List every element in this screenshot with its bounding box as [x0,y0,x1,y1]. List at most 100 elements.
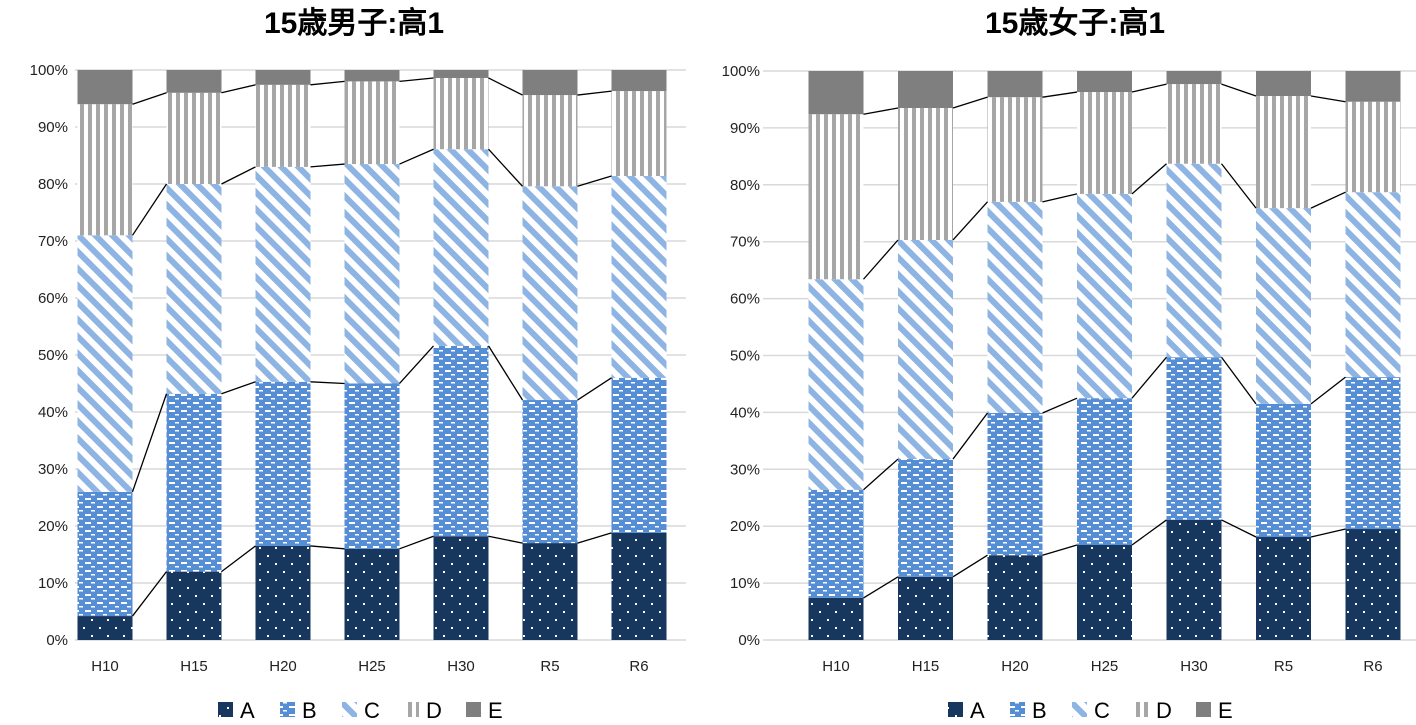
legend-label: C [1094,698,1110,720]
chart-boys: 15歳男子:高1 0% 10% 20% 30% 40% 50% 60% 70% 80% 90% 10… [30,7,686,723]
bar-segment-A-H25 [1077,544,1132,640]
y-tick-label: 80% [38,176,68,193]
series-line-B [131,393,168,493]
series-line-D [863,107,899,115]
series-line-D [1042,91,1078,98]
legend-swatch-B [1010,702,1025,717]
chart-title: 15歳女子:高1 [985,6,1165,40]
series-line-A [131,571,168,617]
bar-segment-C-H25 [344,164,400,384]
bar-segment-A-H15 [898,576,953,640]
bar-segment-A-R5 [522,543,578,640]
series-line-C [1220,163,1257,209]
series-line-B [221,381,256,395]
bar-segment-C-R6 [611,176,667,378]
legend-swatch-E [466,702,481,717]
bar-segment-D-H15 [898,107,953,240]
y-tick-label: 100% [722,63,760,80]
bar-segment-B-H30 [1166,357,1222,520]
series-line-B [310,381,345,385]
chart-girls: 15歳女子:高1 0% 10% 20% 30% 40% 50% 60% 70% 80% 90% 10… [722,6,1416,723]
bar-segment-D-R5 [1256,96,1311,209]
series-line-B [1042,397,1078,414]
x-tick-label: R5 [1274,658,1293,675]
bar-segment-E-H25 [1077,71,1132,93]
series-line-A [577,532,612,544]
series-line-D [1131,83,1167,93]
y-tick-label: 10% [730,575,760,592]
bar-segment-D-H20 [255,84,311,167]
series-line-A [221,545,256,573]
series-line-A [1131,519,1167,546]
series-line-B [863,458,899,491]
bar-segment-D-H10 [77,104,133,236]
bar-segment-B-R5 [522,400,578,544]
bar-segment-B-H25 [1077,398,1132,545]
bar-segment-D-R6 [611,91,667,177]
bar-segment-B-H20 [987,412,1043,556]
bar-segment-A-H25 [344,548,400,640]
bar-segment-C-H10 [808,279,864,490]
series-line-C [1131,163,1167,195]
x-tick-label: H10 [91,658,119,675]
y-tick-label: 0% [46,632,68,649]
bar-segment-D-H20 [987,97,1043,202]
x-tick-label: R6 [1363,658,1382,675]
bar-segment-A-H10 [77,616,133,640]
bar-segment-C-H20 [255,166,311,382]
bar-segment-B-H20 [255,381,311,546]
series-line-C [577,175,612,187]
bar-segment-C-H30 [433,149,489,346]
series-line-C [952,201,988,241]
x-tick-label: H25 [358,658,386,675]
bar-segment-E-H10 [808,71,864,115]
series-line-A [1310,528,1346,538]
bar-segment-B-H15 [166,393,222,572]
y-tick-label: 30% [38,461,68,478]
bar-segment-E-H15 [166,70,222,93]
series-line-D [399,77,434,83]
y-tick-label: 70% [730,234,760,251]
bar-segment-C-H30 [1166,163,1222,358]
bar-segment-B-R5 [1256,403,1311,538]
y-tick-label: 50% [730,348,760,365]
series-line-C [399,148,434,165]
y-tick-label: 40% [38,404,68,421]
series-line-B [487,345,524,401]
bar-segment-E-H25 [344,70,400,82]
x-tick-label: H20 [269,658,297,675]
legend-swatch-D [1134,702,1149,717]
y-tick-label: 30% [730,461,760,478]
x-tick-label: H30 [1180,658,1208,675]
bar-segment-D-R6 [1345,101,1401,193]
bar-segment-C-R5 [522,186,578,401]
y-tick-label: 20% [730,518,760,535]
series-line-A [488,535,523,544]
legend-swatch-C [342,702,357,717]
legend-label: A [240,698,255,720]
series-line-C [1042,193,1078,203]
bar-segment-C-R5 [1256,208,1311,404]
series-line-D [221,84,256,94]
bar-segment-A-H10 [808,597,864,640]
chart-title: 15歳男子:高1 [264,7,444,40]
bar-segment-C-H20 [987,201,1043,413]
series-line-A [863,576,899,599]
bar-segment-A-H30 [1166,519,1222,640]
bar-segment-B-H15 [898,459,953,577]
series-line-C [488,148,523,187]
series-line-A [310,545,345,550]
legend-swatch-A [948,702,963,717]
legend-label: D [1156,698,1172,720]
legend-label: A [970,698,985,720]
bar-segment-E-H20 [987,71,1043,98]
bar-segment-E-R5 [522,70,578,96]
series-line-A [1221,519,1257,538]
legend-label: B [302,698,317,720]
bar-segment-D-H15 [166,92,222,184]
y-tick-label: 60% [38,290,68,307]
x-tick-label: R5 [540,658,559,675]
bar-segment-C-R6 [1345,192,1401,378]
bar-segment-E-R6 [611,70,667,92]
x-tick-label: R6 [629,658,648,675]
